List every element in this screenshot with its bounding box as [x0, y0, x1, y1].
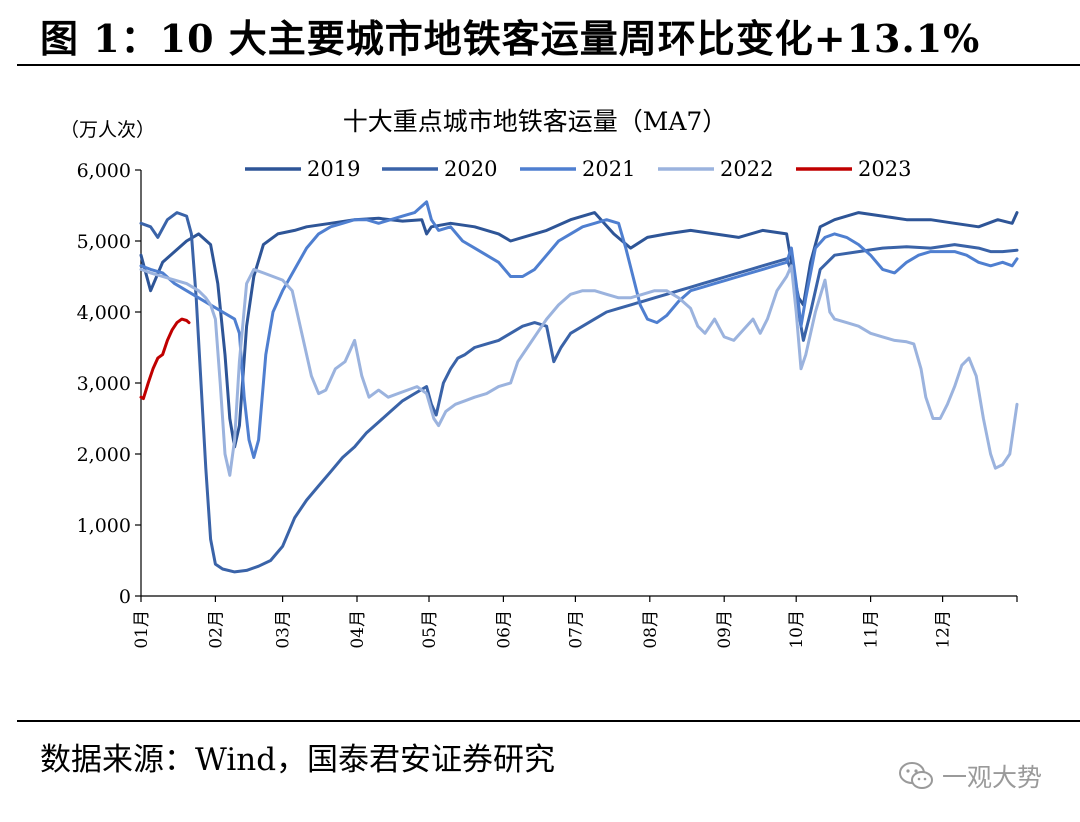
y-tick-label: 0 — [119, 586, 131, 608]
x-tick-label: 01月 — [132, 610, 152, 649]
series-line-2022 — [139, 264, 1019, 477]
y-tick-label: 4,000 — [77, 302, 131, 324]
legend: 2019 2020 2021 2022 2023 — [245, 157, 911, 181]
legend-label-2023: 2023 — [858, 157, 911, 181]
y-unit-label: （万人次） — [60, 119, 155, 141]
x-tick-label: 03月 — [274, 610, 294, 649]
legend-label-2021: 2021 — [582, 157, 635, 181]
watermark-text: 一观大势 — [942, 763, 1043, 792]
watermark: 一观大势 — [898, 756, 1042, 796]
series-line-2019 — [139, 211, 1019, 449]
x-tick-label: 07月 — [566, 610, 586, 649]
y-tick-label: 6,000 — [77, 160, 131, 182]
top-rule — [17, 64, 1080, 66]
chart-title: 十大重点城市地铁客运量（MA7） — [343, 107, 728, 136]
x-tick-label: 02月 — [206, 610, 226, 649]
x-tick-label: 08月 — [641, 610, 661, 649]
y-tick-label: 2,000 — [77, 444, 131, 466]
legend-label-2019: 2019 — [307, 157, 360, 181]
series-line-2020 — [139, 211, 1019, 574]
x-tick-label: 12月 — [934, 610, 954, 649]
y-tick-label: 1,000 — [77, 515, 131, 537]
y-axis: 0 1,000 2,000 3,000 4,000 5,000 6,000 — [77, 160, 142, 608]
x-tick-label: 04月 — [348, 610, 368, 649]
x-tick-label: 09月 — [715, 610, 735, 649]
series-layer — [139, 200, 1019, 574]
series-line-2021 — [139, 200, 1019, 459]
bottom-rule — [17, 720, 1080, 722]
legend-label-2020: 2020 — [444, 157, 497, 181]
legend-label-2022: 2022 — [720, 157, 773, 181]
wechat-icon — [899, 762, 933, 789]
line-chart: 十大重点城市地铁客运量（MA7） （万人次） 2019 2020 2021 2022 2… — [60, 107, 1019, 649]
x-tick-label: 11月 — [862, 610, 882, 649]
y-tick-label: 3,000 — [77, 373, 131, 395]
x-axis: 01月 02月 03月 04月 05月 06月 07月 08月 09月 10月 11月 12月 — [132, 595, 1018, 649]
series-line-2023 — [139, 317, 191, 401]
source-note: 数据来源：Wind，国泰君安证券研究 — [40, 742, 556, 778]
x-tick-label: 06月 — [494, 610, 514, 649]
x-tick-label: 05月 — [420, 610, 440, 649]
y-tick-label: 5,000 — [77, 231, 131, 253]
x-tick-label: 10月 — [787, 610, 807, 649]
figure-title: 图 1：10 大主要城市地铁客运量周环比变化+13.1% — [40, 16, 981, 61]
